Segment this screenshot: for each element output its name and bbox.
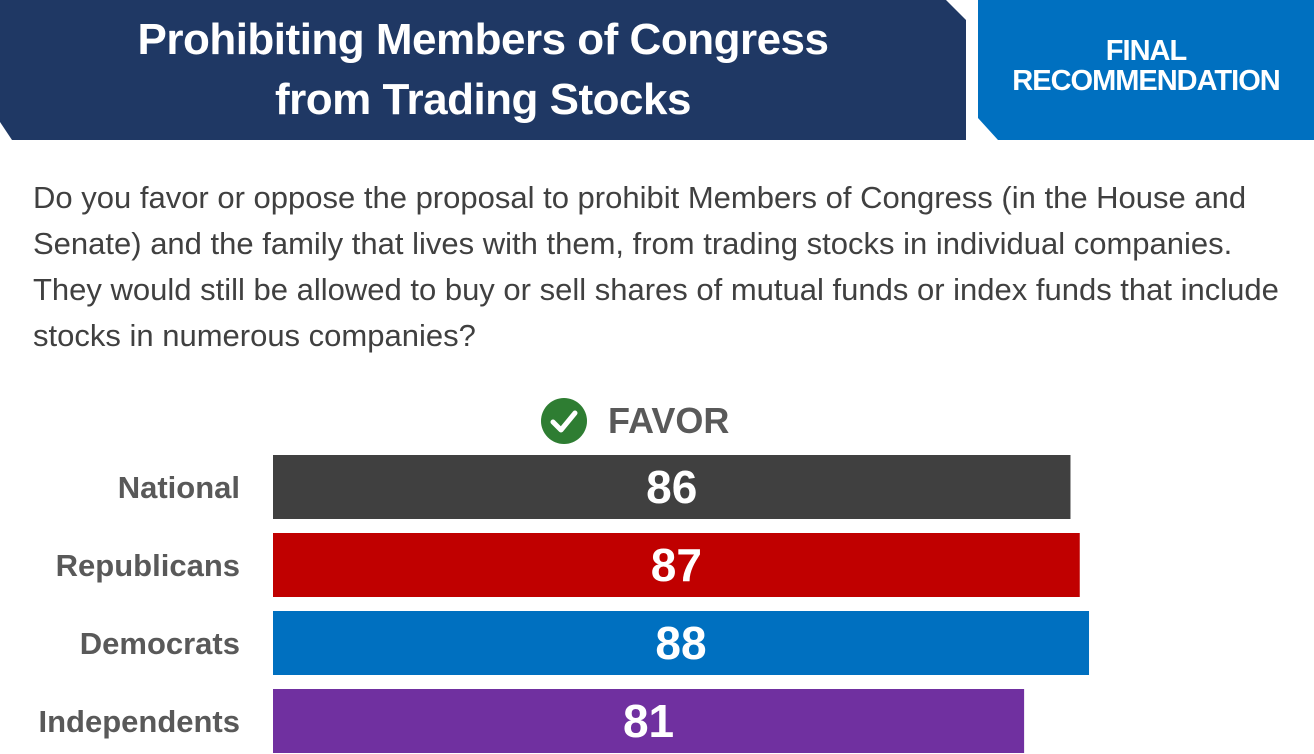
data-label-national: 86 [646,461,697,513]
bar-republicans [273,533,1080,597]
data-label-independents: 81 [623,695,674,747]
survey-question: Do you favor or oppose the proposal to p… [33,180,1279,353]
bar-independents [273,689,1025,753]
category-label-independents: Independents [38,704,240,739]
bar-democrats [273,611,1090,675]
chart-legend: FAVOR [540,397,729,445]
data-label-republicans: 87 [651,539,702,591]
final-recommendation-badge: FINAL RECOMMENDATION [978,0,1314,140]
page-title: Prohibiting Members of Congress from Tra… [137,15,829,124]
data-label-democrats: 88 [655,617,706,669]
final-recommendation-label: FINAL RECOMMENDATION [1012,35,1280,97]
check-circle-icon [541,398,587,444]
bar-national [273,455,1071,519]
category-label-national: National [118,470,240,505]
title-banner: Prohibiting Members of Congress from Tra… [0,0,966,140]
legend-label-favor: FAVOR [608,400,730,441]
category-label-democrats: Democrats [80,626,240,661]
category-label-republicans: Republicans [56,548,240,583]
